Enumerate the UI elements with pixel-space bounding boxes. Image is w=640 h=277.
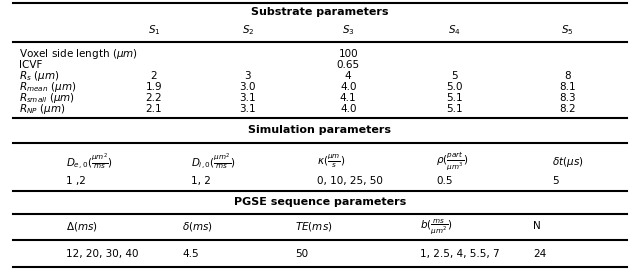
- Text: Voxel side length ($\mu m$): Voxel side length ($\mu m$): [19, 47, 138, 61]
- Text: 100: 100: [339, 49, 358, 59]
- Text: 5.1: 5.1: [447, 93, 463, 103]
- Text: 2.1: 2.1: [145, 104, 162, 114]
- Text: 3.0: 3.0: [239, 82, 256, 92]
- Text: 1, 2: 1, 2: [191, 176, 211, 186]
- Text: $S_1$: $S_1$: [147, 23, 160, 37]
- Text: 4.5: 4.5: [182, 249, 198, 259]
- Text: 3.1: 3.1: [239, 93, 256, 103]
- Text: 2: 2: [150, 71, 157, 81]
- Text: $R_s$ ($\mu m$): $R_s$ ($\mu m$): [19, 69, 60, 83]
- Text: 3: 3: [244, 71, 251, 81]
- Text: 12, 20, 30, 40: 12, 20, 30, 40: [66, 249, 138, 259]
- Text: $R_{NP}$ ($\mu m$): $R_{NP}$ ($\mu m$): [19, 102, 65, 116]
- Text: $R_{mean}$ ($\mu m$): $R_{mean}$ ($\mu m$): [19, 80, 76, 94]
- Text: $R_{small}$ ($\mu m$): $R_{small}$ ($\mu m$): [19, 91, 75, 105]
- Text: 1 ,2: 1 ,2: [66, 176, 86, 186]
- Text: PGSE sequence parameters: PGSE sequence parameters: [234, 197, 406, 207]
- Text: 5.0: 5.0: [447, 82, 463, 92]
- Text: $D_{e,0}(\frac{\mu m^2}{ms})$: $D_{e,0}(\frac{\mu m^2}{ms})$: [66, 152, 113, 172]
- Text: 0.5: 0.5: [436, 176, 452, 186]
- Text: 5: 5: [552, 176, 559, 186]
- Text: $\delta(ms)$: $\delta(ms)$: [182, 220, 213, 233]
- Text: 2.2: 2.2: [145, 93, 162, 103]
- Text: Simulation parameters: Simulation parameters: [248, 125, 392, 135]
- Text: $\delta t(\mu s)$: $\delta t(\mu s)$: [552, 155, 584, 168]
- Text: 0.65: 0.65: [337, 60, 360, 70]
- Text: $S_3$: $S_3$: [342, 23, 355, 37]
- Text: 4: 4: [345, 71, 351, 81]
- Text: 4.1: 4.1: [340, 93, 356, 103]
- Text: 50: 50: [295, 249, 308, 259]
- Text: $TE(ms)$: $TE(ms)$: [295, 220, 332, 233]
- Text: 24: 24: [533, 249, 547, 259]
- Text: 8.2: 8.2: [559, 104, 576, 114]
- Text: $\Delta(ms)$: $\Delta(ms)$: [66, 220, 98, 233]
- Text: 5: 5: [452, 71, 458, 81]
- Text: ICVF: ICVF: [19, 60, 42, 70]
- Text: $b(\frac{ms}{\mu m^2})$: $b(\frac{ms}{\mu m^2})$: [420, 217, 453, 236]
- Text: 8.3: 8.3: [559, 93, 576, 103]
- Text: N: N: [533, 221, 541, 231]
- Text: 1, 2.5, 4, 5.5, 7: 1, 2.5, 4, 5.5, 7: [420, 249, 500, 259]
- Text: $\rho(\frac{part}{\mu m^3})$: $\rho(\frac{part}{\mu m^3})$: [436, 151, 468, 172]
- Text: $S_4$: $S_4$: [449, 23, 461, 37]
- Text: $S_5$: $S_5$: [561, 23, 574, 37]
- Text: 8: 8: [564, 71, 571, 81]
- Text: 4.0: 4.0: [340, 82, 356, 92]
- Text: 0, 10, 25, 50: 0, 10, 25, 50: [317, 176, 383, 186]
- Text: 5.1: 5.1: [447, 104, 463, 114]
- Text: 8.1: 8.1: [559, 82, 576, 92]
- Text: $D_{i,0}(\frac{\mu m^2}{ms})$: $D_{i,0}(\frac{\mu m^2}{ms})$: [191, 152, 236, 172]
- Text: 4.0: 4.0: [340, 104, 356, 114]
- Text: $\kappa(\frac{\mu m}{s})$: $\kappa(\frac{\mu m}{s})$: [317, 153, 345, 170]
- Text: Substrate parameters: Substrate parameters: [252, 7, 388, 17]
- Text: $S_2$: $S_2$: [242, 23, 254, 37]
- Text: 3.1: 3.1: [239, 104, 256, 114]
- Text: 1.9: 1.9: [145, 82, 162, 92]
